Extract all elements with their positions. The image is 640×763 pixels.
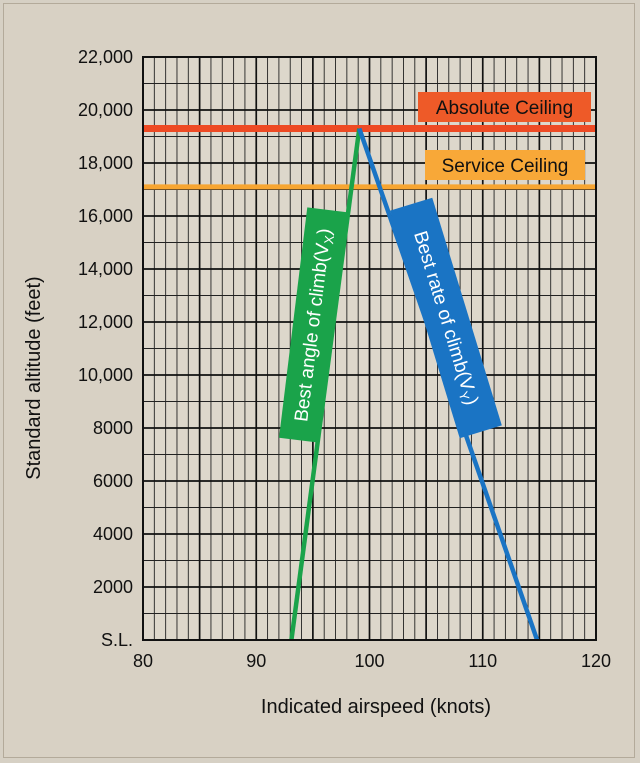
best-angle-label-box	[279, 207, 347, 443]
ceiling-label-box	[418, 92, 591, 122]
x-tick-label: 100	[354, 651, 384, 671]
y-tick-label: S.L.	[101, 630, 133, 650]
ceiling-label: Absolute Ceiling	[436, 98, 573, 119]
plot-border	[142, 56, 597, 641]
best-angle-label-box-group: Best angle of climb(VX)	[279, 207, 347, 443]
ceiling-label: Service Ceiling	[442, 156, 569, 177]
ceiling-label-box	[425, 150, 585, 180]
y-tick-label: 12,000	[78, 312, 133, 332]
y-tick-label: 8000	[93, 418, 133, 438]
y-tick-label: 4000	[93, 524, 133, 544]
x-axis-label: Indicated airspeed (knots)	[261, 696, 491, 718]
x-tick-label: 120	[581, 651, 611, 671]
y-tick-label: 6000	[93, 471, 133, 491]
best-angle-label-subscript: X	[321, 234, 337, 245]
y-tick-label: 16,000	[78, 206, 133, 226]
x-tick-label: 90	[246, 651, 266, 671]
y-tick-label: 14,000	[78, 259, 133, 279]
best-rate-label-box	[390, 197, 502, 439]
x-tick-label: 80	[133, 651, 153, 671]
y-tick-label: 18,000	[78, 153, 133, 173]
y-tick-label: 20,000	[78, 100, 133, 120]
y-tick-label: 22,000	[78, 47, 133, 67]
y-tick-label: 2000	[93, 577, 133, 597]
y-tick-label: 10,000	[78, 365, 133, 385]
y-axis-label: Standard altitude (feet)	[23, 276, 45, 479]
x-tick-label: 110	[468, 651, 497, 671]
